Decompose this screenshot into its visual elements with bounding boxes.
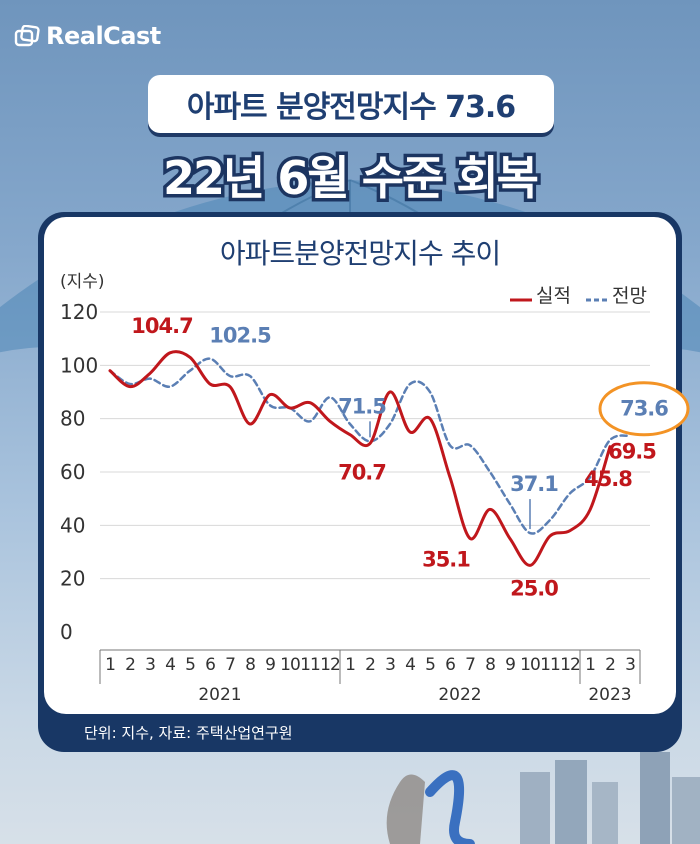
brand-name: RealCast [46, 22, 161, 50]
source-note: 단위: 지수, 자료: 주택산업연구원 [84, 724, 293, 742]
y-tick-label: 60 [60, 460, 85, 484]
data-label: 102.5 [209, 324, 271, 348]
data-label: 37.1 [510, 472, 558, 496]
x-tick-label: 6 [205, 655, 215, 675]
highlight-circle [598, 381, 690, 437]
x-tick-label: 7 [225, 655, 235, 675]
x-tick-label: 11 [540, 655, 560, 675]
y-tick-label: 120 [60, 300, 98, 324]
data-label: 73.6 [620, 397, 668, 421]
x-tick-label: 9 [265, 655, 275, 675]
y-tick-label: 40 [60, 513, 85, 537]
x-tick-label: 5 [185, 655, 195, 675]
x-tick-label: 2 [605, 655, 615, 675]
x-tick-label: 6 [445, 655, 455, 675]
x-tick-label: 5 [425, 655, 435, 675]
y-tick-label: 100 [60, 353, 98, 377]
x-tick-label: 3 [385, 655, 395, 675]
y-tick-label: 20 [60, 567, 85, 591]
data-label: 70.7 [338, 460, 386, 484]
series-line-actual [108, 350, 612, 567]
data-label: 69.5 [608, 440, 656, 464]
data-label: 25.0 [510, 576, 558, 600]
x-tick-label: 9 [505, 655, 515, 675]
x-tick-label: 2 [365, 655, 375, 675]
x-tick-label: 8 [485, 655, 495, 675]
legend-label: 전망 [612, 285, 647, 307]
x-tick-label: 10 [280, 655, 300, 675]
y-tick-label: 0 [60, 620, 73, 644]
x-tick-label: 4 [165, 655, 175, 675]
chart-title: 아파트분양전망지수 추이 [219, 237, 501, 270]
y-tick-label: 80 [60, 407, 85, 431]
x-tick-label: 3 [145, 655, 155, 675]
x-tick-label: 8 [245, 655, 255, 675]
x-tick-label: 12 [320, 655, 340, 675]
x-tick-label: 2 [125, 655, 135, 675]
brand-logo: RealCast [14, 22, 161, 50]
series-line-forecast [108, 357, 632, 535]
year-label: 2023 [588, 685, 631, 705]
y-axis-label: (지수) [60, 272, 105, 292]
x-tick-label: 11 [300, 655, 320, 675]
year-label: 2022 [438, 685, 481, 705]
x-tick-label: 3 [625, 655, 635, 675]
x-tick-label: 4 [405, 655, 415, 675]
x-tick-label: 1 [345, 655, 355, 675]
x-tick-label: 1 [585, 655, 595, 675]
data-label: 104.7 [131, 314, 192, 338]
x-tick-label: 10 [520, 655, 540, 675]
x-tick-label: 7 [465, 655, 475, 675]
data-label: 45.8 [584, 467, 632, 491]
headline-pill: 아파트 분양전망지수 73.6 [148, 75, 554, 133]
logo-icon [14, 25, 40, 47]
city-skyline-illustration [386, 752, 700, 844]
x-tick-label: 1 [105, 655, 115, 675]
year-label: 2021 [198, 685, 241, 705]
data-label: 71.5 [338, 394, 386, 418]
chart-card [44, 217, 676, 714]
legend-label: 실적 [536, 285, 571, 307]
headline: 22년 6월 수준 회복 [160, 148, 543, 209]
data-label: 35.1 [422, 547, 470, 571]
x-tick-label: 12 [560, 655, 580, 675]
